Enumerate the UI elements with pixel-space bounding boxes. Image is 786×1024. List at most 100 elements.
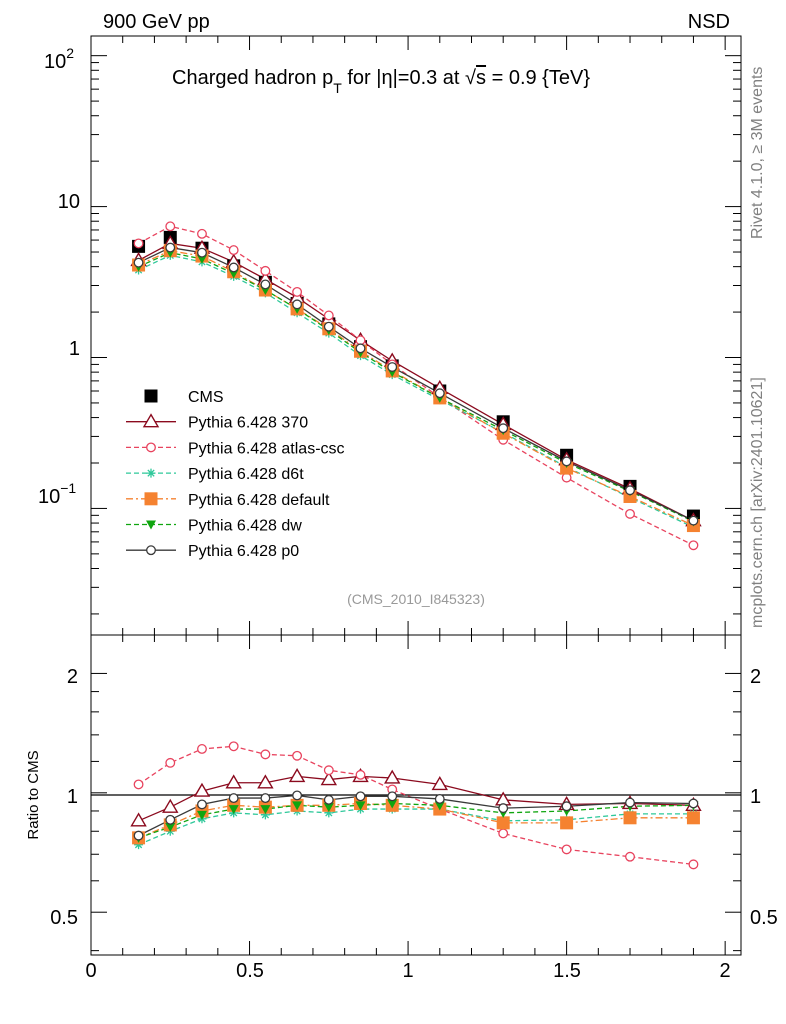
y-tick-label-0.1: 10−1 <box>38 480 76 508</box>
ratio-tick-label-2-right: 2 <box>750 666 761 688</box>
ratio-point-pythia-6-428-d6t <box>134 840 144 850</box>
ratio-point-pythia-6-428-370 <box>162 798 179 813</box>
mcplots-label: mcplots.cern.ch [arXiv:2401.10621] <box>749 377 766 628</box>
ratio-point-pythia-6-428-d6t <box>260 810 270 820</box>
ratio-point-pythia-6-428-atlas-csc <box>228 741 239 752</box>
ratio-point-pythia-6-428-370 <box>225 774 242 789</box>
ratio-point-pythia-6-428-atlas-csc <box>323 765 334 776</box>
ratio-point-pythia-6-428-p0 <box>625 797 635 808</box>
ratio-line-pythia-6-428-d6t <box>138 808 694 846</box>
legend-label-pythia-6-428-default: Pythia 6.428 default <box>188 492 330 509</box>
data-point-pythia-6-428-p0 <box>434 388 445 399</box>
ratio-point-pythia-6-428-atlas-csc <box>561 844 572 855</box>
x-tick-label-1: 1 <box>402 960 413 982</box>
data-point-pythia-6-428-p0 <box>387 362 398 372</box>
data-point-pythia-6-428-p0 <box>355 343 366 354</box>
ratio-point-pythia-6-428-dw <box>434 801 445 811</box>
ratio-point-pythia-6-428-default <box>623 811 637 825</box>
ratio-line-pythia-6-428-p0 <box>138 794 694 837</box>
ratio-series-group <box>130 741 702 870</box>
ratio-point-pythia-6-428-370 <box>257 774 274 789</box>
data-point-pythia-6-428-atlas-csc <box>260 265 271 276</box>
ratio-point-pythia-6-428-atlas-csc <box>625 851 635 862</box>
y-tick-label-10: 10 <box>58 191 80 213</box>
data-point-pythia-6-428-p0 <box>688 515 699 526</box>
legend-label-pythia-6-428-dw: Pythia 6.428 dw <box>188 518 302 535</box>
ratio-point-pythia-6-428-370 <box>288 768 306 783</box>
legend-label-pythia-6-428-370: Pythia 6.428 370 <box>188 415 308 432</box>
legend-entry-pythia-6-428-p0: Pythia 6.428 p0 <box>126 543 299 560</box>
ratio-tick-label-1-right: 1 <box>750 786 761 808</box>
ratio-point-pythia-6-428-atlas-csc <box>292 750 303 761</box>
legend-label-pythia-6-428-atlas-csc: Pythia 6.428 atlas-csc <box>188 440 345 457</box>
ratio-line-pythia-6-428-default <box>138 802 694 839</box>
ratio-ylabel: Ratio to CMS <box>25 750 42 839</box>
ratio-tick-label-1: 1 <box>67 786 78 808</box>
data-point-pythia-6-428-atlas-csc <box>133 238 144 249</box>
ratio-point-pythia-6-428-370 <box>431 776 448 791</box>
ratio-point-pythia-6-428-p0 <box>323 794 334 805</box>
ratio-point-pythia-6-428-dw <box>387 799 398 809</box>
ratio-point-pythia-6-428-p0 <box>228 793 239 804</box>
ratio-point-pythia-6-428-p0 <box>355 791 366 802</box>
main-series-group <box>130 221 702 551</box>
ratio-point-pythia-6-428-p0 <box>498 803 509 814</box>
ratio-point-pythia-6-428-p0 <box>197 799 207 810</box>
main-title: Charged hadron pT for |η|=0.3 at √s = 0.… <box>172 67 590 96</box>
legend-marker-pythia-6-428-d6t <box>146 468 156 478</box>
ratio-point-pythia-6-428-370 <box>130 812 147 827</box>
ratio-point-pythia-6-428-default <box>496 816 510 830</box>
ratio-point-pythia-6-428-atlas-csc <box>688 859 699 870</box>
ratio-point-pythia-6-428-p0 <box>434 794 445 804</box>
ratio-axis-ticks <box>90 635 741 955</box>
ratio-point-pythia-6-428-atlas-csc <box>133 779 144 790</box>
ratio-point-pythia-6-428-370 <box>193 782 211 797</box>
legend-marker-pythia-6-428-atlas-csc <box>146 442 156 453</box>
ratio-point-pythia-6-428-dw <box>260 805 271 815</box>
ratio-point-pythia-6-428-p0 <box>561 801 572 812</box>
data-point-pythia-6-428-atlas-csc <box>228 245 239 256</box>
series-line-pythia-6-428-d6t <box>138 254 694 528</box>
ratio-point-pythia-6-428-dw <box>355 801 366 811</box>
y-tick-label-1: 1 <box>69 338 80 360</box>
ratio-point-pythia-6-428-370 <box>320 771 338 786</box>
legend-marker-pythia-6-428-p0 <box>146 545 156 556</box>
data-point-pythia-6-428-p0 <box>197 247 207 258</box>
ratio-point-pythia-6-428-atlas-csc <box>165 757 176 768</box>
ratio-point-pythia-6-428-atlas-csc <box>197 744 207 754</box>
ratio-point-pythia-6-428-p0 <box>688 798 699 809</box>
data-point-pythia-6-428-p0 <box>228 262 239 273</box>
series-line-pythia-6-428-default <box>138 250 694 527</box>
data-point-pythia-6-428-atlas-csc <box>292 286 303 297</box>
legend-entry-cms: CMS <box>144 389 224 406</box>
data-point-pythia-6-428-p0 <box>323 321 334 332</box>
ratio-point-pythia-6-428-dw <box>292 801 303 811</box>
data-point-pythia-6-428-dw <box>196 254 207 264</box>
x-tick-label-0: 0 <box>85 960 96 982</box>
legend-entry-pythia-6-428-370: Pythia 6.428 370 <box>126 413 308 432</box>
data-point-pythia-6-428-p0 <box>133 257 144 268</box>
ratio-point-pythia-6-428-dw <box>228 805 239 815</box>
legend-entry-pythia-6-428-atlas-csc: Pythia 6.428 atlas-csc <box>126 440 345 457</box>
ratio-point-pythia-6-428-default <box>686 811 700 825</box>
ratio-line-pythia-6-428-atlas-csc <box>138 745 694 866</box>
data-point-pythia-6-428-atlas-csc <box>561 472 572 483</box>
legend-marker-pythia-6-428-370 <box>142 413 160 428</box>
header-left: 900 GeV pp <box>103 11 210 33</box>
ratio-point-pythia-6-428-p0 <box>133 830 144 841</box>
data-point-pythia-6-428-atlas-csc <box>165 221 176 232</box>
ratio-tick-label-2: 2 <box>67 666 78 688</box>
header-right: NSD <box>688 11 730 33</box>
legend-entry-pythia-6-428-dw: Pythia 6.428 dw <box>126 518 302 535</box>
data-point-pythia-6-428-p0 <box>260 279 271 290</box>
ratio-point-pythia-6-428-p0 <box>165 814 176 825</box>
legend-entry-pythia-6-428-default: Pythia 6.428 default <box>126 492 330 509</box>
ratio-line-pythia-6-428-370 <box>138 775 694 822</box>
ratio-point-pythia-6-428-p0 <box>387 791 398 802</box>
data-point-pythia-6-428-atlas-csc <box>625 508 635 519</box>
ratio-point-pythia-6-428-370 <box>384 769 401 784</box>
data-point-pythia-6-428-atlas-csc <box>355 335 366 346</box>
ratio-point-pythia-6-428-dw <box>165 823 176 833</box>
ratio-point-pythia-6-428-atlas-csc <box>355 769 366 780</box>
